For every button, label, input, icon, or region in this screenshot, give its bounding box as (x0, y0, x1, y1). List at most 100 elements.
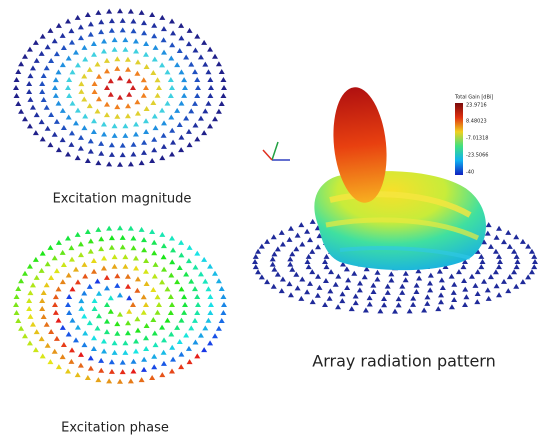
array-element (202, 279, 208, 284)
array-element (293, 246, 299, 251)
array-element (104, 58, 110, 63)
array-element (54, 268, 60, 273)
array-element (112, 264, 118, 269)
array-element (56, 318, 62, 323)
array-element (41, 73, 47, 78)
array-element (69, 130, 75, 135)
array-element (66, 331, 72, 336)
array-element (144, 323, 150, 328)
array-element (305, 259, 311, 264)
array-element (178, 318, 184, 323)
array-element (304, 229, 310, 234)
array-element (186, 346, 192, 351)
array-element (174, 62, 180, 67)
array-element (153, 262, 159, 267)
array-element (66, 93, 72, 98)
array-element (178, 252, 184, 257)
array-element (186, 41, 192, 46)
array-element (56, 240, 62, 245)
array-element (78, 81, 84, 86)
array-element (126, 295, 132, 300)
array-element (106, 378, 112, 383)
array-element (66, 56, 72, 61)
array-element (205, 101, 211, 106)
array-element (469, 274, 475, 279)
array-element (125, 320, 131, 325)
array-element (298, 296, 304, 301)
array-element (410, 302, 416, 307)
array-element (169, 85, 175, 90)
array-element (293, 272, 299, 277)
array-element (75, 325, 81, 330)
array-element (75, 62, 81, 67)
array-element (207, 123, 213, 128)
array-element (78, 306, 84, 311)
array-element (112, 133, 118, 138)
array-element (153, 45, 159, 50)
array-element (324, 254, 330, 259)
array-element (177, 122, 183, 127)
array-element (333, 282, 339, 287)
array-element (178, 352, 184, 357)
array-element (178, 23, 184, 28)
array-element (101, 38, 107, 43)
array-element (168, 294, 174, 299)
array-element (252, 259, 258, 264)
array-element (65, 235, 71, 240)
array-element (396, 302, 402, 307)
array-element (161, 144, 167, 149)
array-element (449, 304, 455, 309)
array-element (48, 329, 54, 334)
array-element (375, 270, 381, 275)
array-element (141, 367, 147, 372)
array-element (141, 30, 147, 35)
array-element (91, 335, 97, 340)
array-element (264, 279, 270, 284)
array-element (532, 259, 538, 264)
array-element (529, 249, 535, 254)
array-element (56, 286, 62, 291)
array-element (56, 69, 62, 74)
array-element (117, 8, 123, 13)
array-element (192, 123, 198, 128)
array-element (497, 259, 503, 264)
array-element (187, 28, 193, 33)
array-element (54, 51, 60, 56)
array-element (143, 302, 149, 307)
array-element (424, 294, 430, 299)
array-element (117, 95, 123, 100)
array-element (187, 359, 193, 364)
array-element (52, 302, 58, 307)
array-element (39, 306, 45, 311)
array-element (288, 226, 294, 231)
array-element (315, 244, 321, 249)
array-element (27, 340, 33, 345)
array-element (374, 277, 380, 282)
array-element (192, 47, 198, 52)
array-element (161, 133, 167, 138)
array-element (161, 350, 167, 355)
array-element (56, 23, 62, 28)
array-element (316, 285, 322, 290)
array-element (183, 333, 189, 338)
array-element (130, 302, 136, 307)
array-element (109, 245, 115, 250)
array-element (188, 62, 194, 67)
array-element (207, 294, 213, 299)
array-element (112, 37, 118, 42)
array-element (186, 129, 192, 134)
array-element (219, 101, 225, 106)
array-element (120, 18, 126, 23)
array-element (151, 240, 157, 245)
array-element (81, 342, 87, 347)
array-element (95, 109, 101, 114)
array-element (41, 97, 47, 102)
array-element (139, 10, 145, 15)
array-element (449, 274, 455, 279)
array-element (219, 318, 225, 323)
array-element (22, 271, 28, 276)
array-element (456, 269, 462, 274)
array-element (478, 254, 484, 259)
array-element (149, 229, 155, 234)
array-element (104, 285, 110, 290)
